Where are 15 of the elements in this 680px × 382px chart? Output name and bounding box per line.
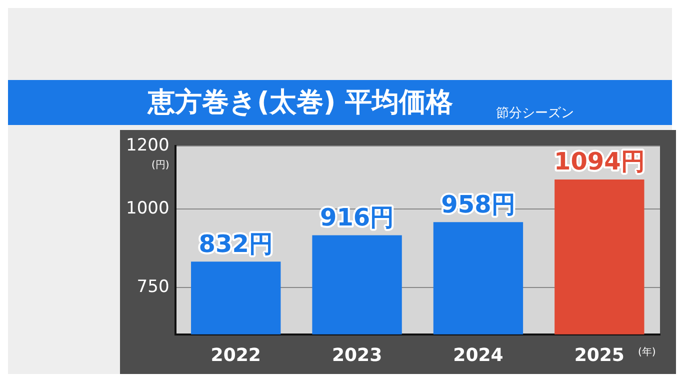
x-tick-label: 2022 <box>210 344 261 366</box>
data-label: 958円 <box>441 190 516 218</box>
chart-title: 恵方巻き(太巻) 平均価格 <box>148 86 454 120</box>
data-label: 916円 <box>320 204 394 232</box>
data-label: 1094円 <box>554 148 645 176</box>
x-tick-label: 2024 <box>453 344 504 366</box>
y-tick-label: 750 <box>136 276 170 297</box>
y-tick-label: 1200 <box>126 136 170 156</box>
chart-subtitle: 節分シーズン <box>496 105 574 122</box>
x-tick-label: 2023 <box>332 344 382 366</box>
data-label: 832円 <box>198 230 273 258</box>
x-tick-label: 2025 <box>574 344 624 366</box>
y-tick-label: 1000 <box>126 198 170 218</box>
y-axis-title: (円) <box>151 160 170 171</box>
x-axis-title: (年) <box>638 346 656 358</box>
